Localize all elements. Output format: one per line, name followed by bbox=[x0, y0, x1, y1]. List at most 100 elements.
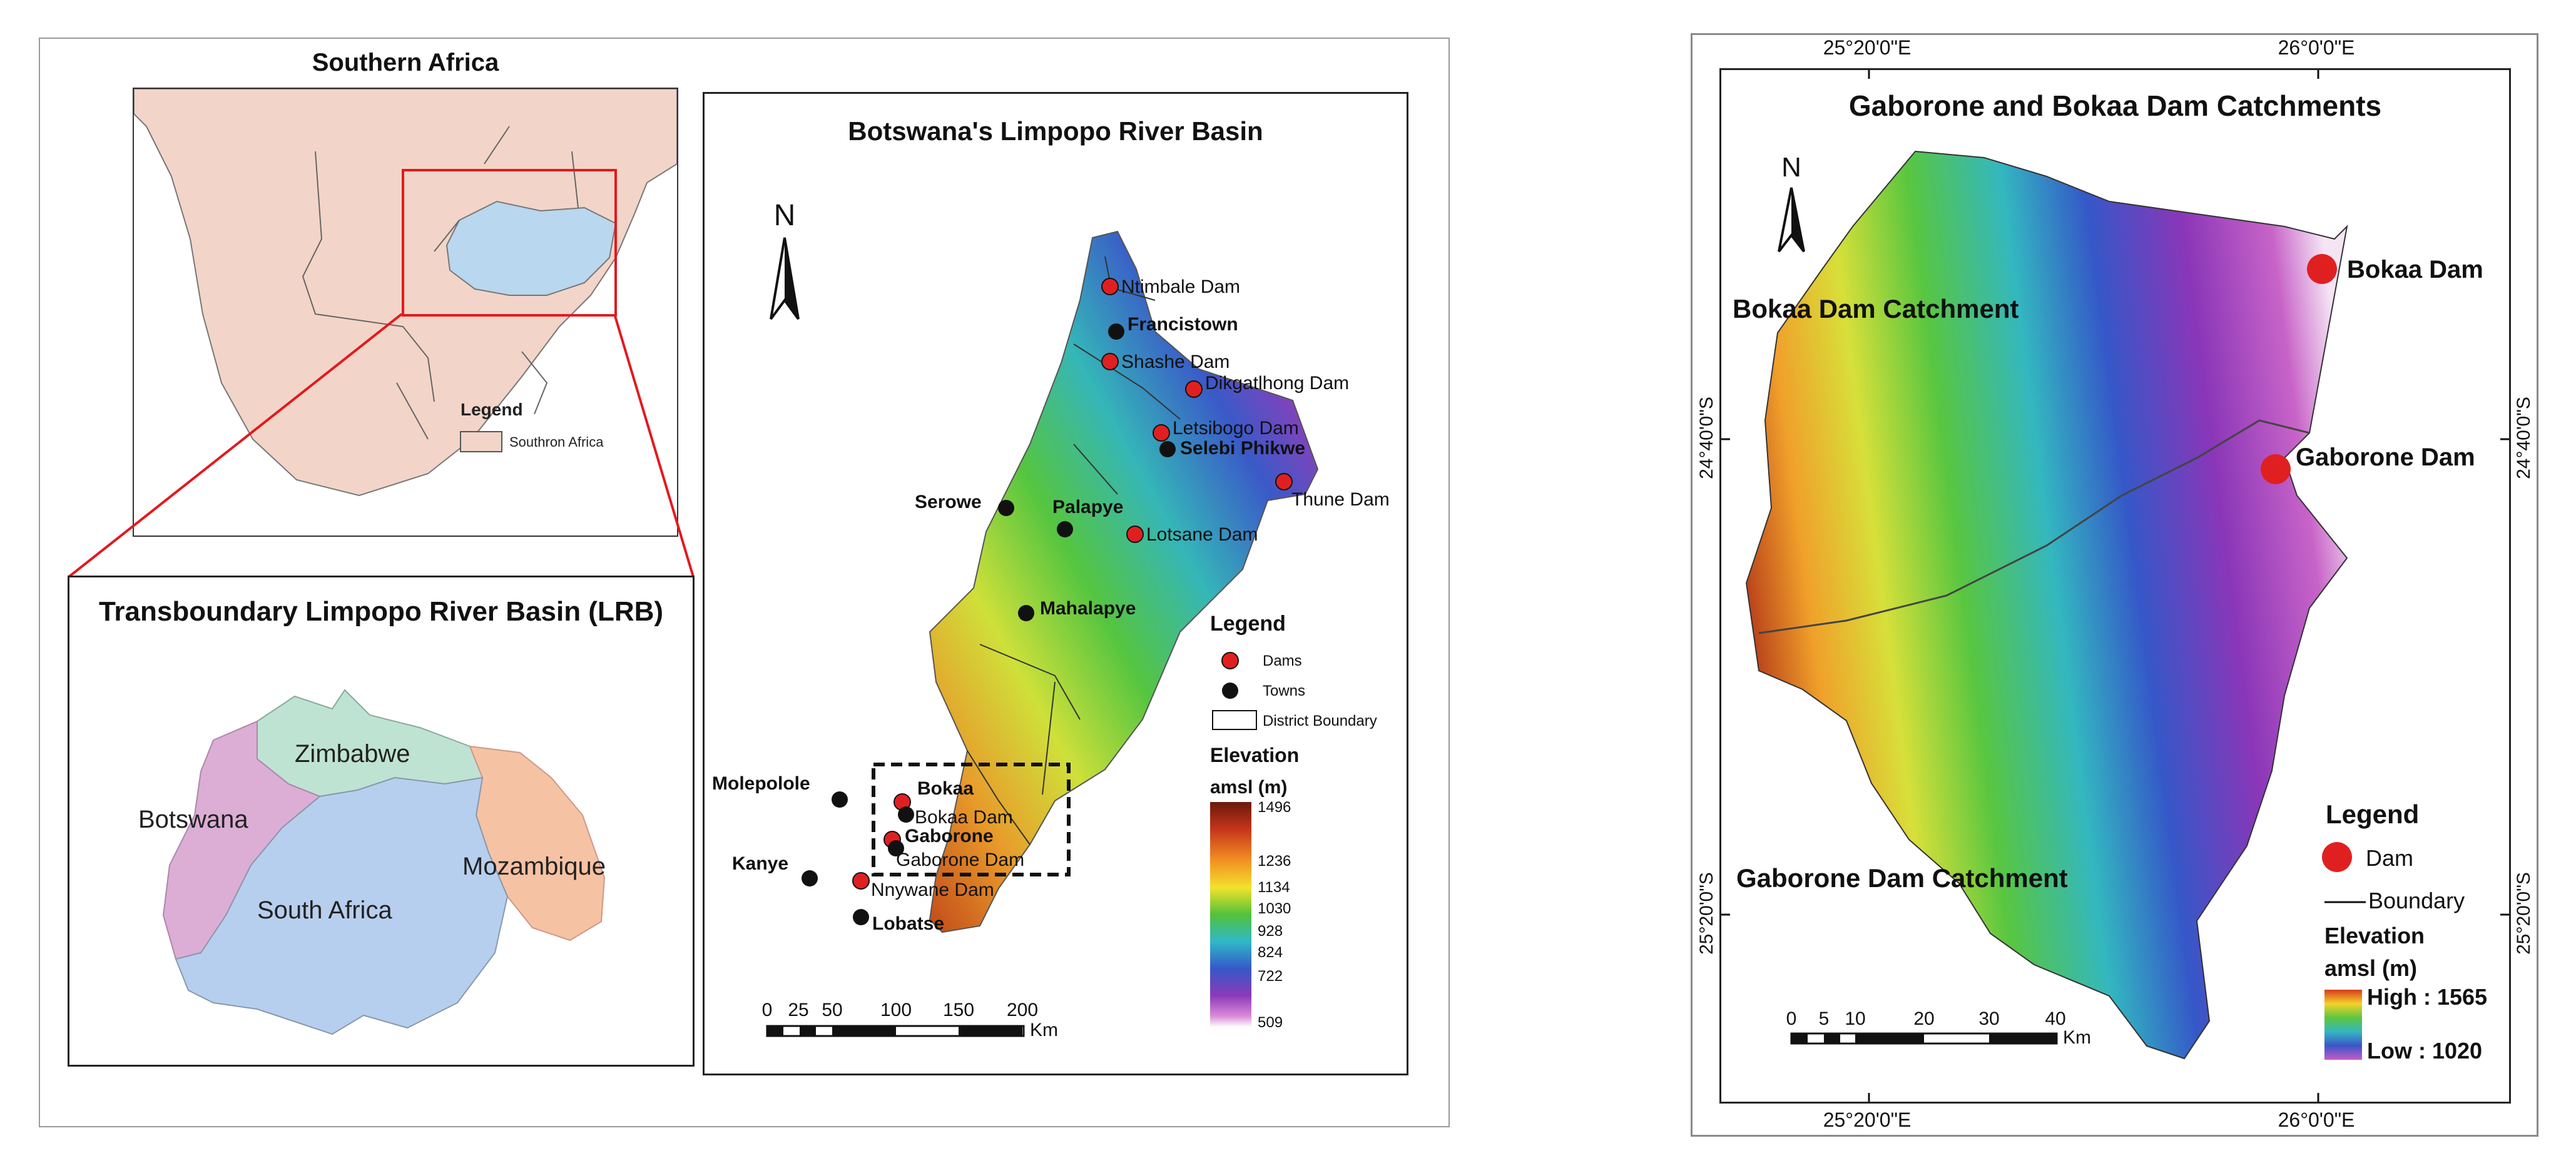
dam-marker bbox=[1101, 353, 1119, 370]
catchments-elevation-colorbar bbox=[2324, 990, 2362, 1060]
town-marker bbox=[1159, 441, 1176, 457]
lrb-region bbox=[445, 200, 617, 296]
southern-africa-legend-swatch bbox=[460, 431, 502, 452]
dam-label-thune: Thune Dam bbox=[1291, 489, 1390, 510]
town-marker bbox=[832, 791, 848, 808]
catchments-elevation-unit: amsl (m) bbox=[2324, 955, 2417, 981]
elevation-tick: 1134 bbox=[1258, 879, 1290, 896]
legend-dam-symbol bbox=[2322, 842, 2352, 872]
elevation-tick: 1030 bbox=[1258, 900, 1291, 917]
town-marker bbox=[802, 870, 818, 886]
svg-text:200: 200 bbox=[1007, 1000, 1038, 1020]
town-marker bbox=[998, 500, 1014, 516]
elevation-tick: 1496 bbox=[1258, 799, 1291, 816]
svg-text:40: 40 bbox=[2045, 1008, 2065, 1029]
elevation-colorbar bbox=[1210, 802, 1251, 1027]
town-label-serowe: Serowe bbox=[915, 492, 982, 512]
catchments-panel: Gaborone and Bokaa Dam Catchments N Boka… bbox=[1719, 68, 2511, 1104]
legend-district-label: District Boundary bbox=[1263, 713, 1377, 729]
lrb-highlight-box bbox=[402, 169, 617, 317]
lon-label-top-1: 25°20'0"E bbox=[1823, 36, 1912, 59]
legend-towns-label: Towns bbox=[1263, 683, 1305, 699]
botswana-legend-title: Legend bbox=[1210, 612, 1286, 636]
town-label-mahalapye: Mahalapye bbox=[1040, 598, 1136, 619]
svg-text:30: 30 bbox=[1978, 1008, 1999, 1029]
lat-label-right-2: 25°20'0"S bbox=[2513, 872, 2534, 955]
elevation-tick: 509 bbox=[1258, 1014, 1283, 1031]
botswana-title: Botswana's Limpopo River Basin bbox=[848, 116, 1263, 146]
dam-label-nnywane: Nnywane Dam bbox=[871, 880, 994, 900]
lon-label-bottom-2: 26°0'0"E bbox=[2278, 1109, 2355, 1131]
dam-label-letsibogo: Letsibogo Dam bbox=[1173, 418, 1299, 439]
country-label-botswana: Botswana bbox=[138, 806, 248, 833]
catchments-elevation-high: High : 1565 bbox=[2367, 984, 2487, 1010]
svg-text:150: 150 bbox=[943, 1000, 974, 1020]
svg-text:10: 10 bbox=[1845, 1008, 1865, 1029]
town-label-francistown: Francistown bbox=[1128, 314, 1238, 335]
town-markers bbox=[802, 323, 1176, 925]
svg-text:5: 5 bbox=[1819, 1008, 1830, 1029]
svg-text:0: 0 bbox=[762, 1000, 773, 1020]
left-figure-frame bbox=[39, 38, 1450, 1127]
town-label-bokaa: Bokaa bbox=[917, 778, 974, 799]
dam-marker bbox=[1275, 473, 1293, 490]
country-label-mozambique: Mozambique bbox=[462, 853, 606, 880]
elevation-tick: 928 bbox=[1258, 923, 1283, 940]
town-label-gaborone: Gaborone bbox=[905, 826, 994, 846]
elevation-tick: 722 bbox=[1258, 968, 1283, 985]
gaborone-catchment-label: Gaborone Dam Catchment bbox=[1736, 863, 2068, 893]
town-label-molepolole: Molepolole bbox=[712, 773, 810, 794]
southern-africa-legend-title: Legend bbox=[461, 400, 523, 419]
town-marker bbox=[898, 806, 914, 823]
svg-text:0: 0 bbox=[1786, 1008, 1797, 1029]
lat-label-left-2: 25°20'0"S bbox=[1696, 872, 1717, 955]
catchments-elevation-title: Elevation bbox=[2324, 923, 2425, 948]
town-label-palapye: Palapye bbox=[1052, 497, 1123, 517]
legend-dams-label: Dams bbox=[1263, 653, 1302, 669]
southern-africa-inset: Legend Southron Africa bbox=[133, 88, 678, 537]
catchments-map: N Bokaa Dam Gaborone Dam Bokaa Dam Catch… bbox=[1721, 70, 2509, 1102]
dam-label-gaborone: Gaborone Dam bbox=[896, 850, 1024, 870]
svg-text:20: 20 bbox=[1913, 1008, 1934, 1029]
catchments-legend-title: Legend bbox=[2326, 800, 2419, 829]
country-label-south-africa: South Africa bbox=[257, 896, 392, 924]
dam-marker bbox=[852, 872, 870, 890]
town-marker bbox=[1018, 605, 1034, 621]
svg-text:100: 100 bbox=[880, 1000, 912, 1020]
botswana-scale-bar: 0 25 50 100 150 200 Km bbox=[762, 1000, 1058, 1040]
town-marker bbox=[888, 840, 904, 856]
inset-connector-lines bbox=[68, 313, 695, 578]
southern-africa-title: Southern Africa bbox=[312, 49, 499, 76]
catchments-elevation-low: Low : 1020 bbox=[2367, 1038, 2482, 1064]
catchments-scale-bar: 0 5 10 20 30 40 Km bbox=[1786, 1008, 2091, 1048]
town-label-kanye: Kanye bbox=[732, 853, 788, 874]
svg-text:N: N bbox=[1781, 152, 1801, 183]
elevation-tick: 824 bbox=[1258, 944, 1283, 961]
town-marker bbox=[853, 909, 869, 925]
dam-marker bbox=[1126, 526, 1144, 543]
dam-label-shashe: Shashe Dam bbox=[1121, 352, 1229, 372]
catchment-divide bbox=[1758, 419, 2310, 634]
catchments-north-arrow: N bbox=[1778, 152, 1805, 253]
legend-boundary-label: Boundary bbox=[2368, 888, 2465, 913]
study-area-box bbox=[872, 763, 1071, 876]
gaborone-dam-marker bbox=[2261, 454, 2291, 484]
country-borders bbox=[302, 126, 579, 440]
elevation-legend-title: Elevation bbox=[1210, 744, 1299, 766]
elevation-tick: 1236 bbox=[1258, 853, 1291, 870]
southern-africa-map: Legend Southron Africa bbox=[134, 89, 677, 497]
dam-label-ntimbale: Ntimbale Dam bbox=[1121, 277, 1240, 297]
dam-marker bbox=[1153, 424, 1170, 442]
lon-label-bottom-1: 25°20'0"E bbox=[1823, 1109, 1912, 1131]
elevation-legend-unit: amsl (m) bbox=[1210, 777, 1287, 798]
dam-label-lotsane: Lotsane Dam bbox=[1146, 524, 1258, 545]
dam-marker bbox=[1185, 380, 1203, 398]
bokaa-catchment-label: Bokaa Dam Catchment bbox=[1733, 294, 2019, 323]
southern-africa-legend-label: Southron Africa bbox=[509, 434, 604, 450]
town-marker bbox=[1108, 323, 1124, 340]
legend-district-symbol bbox=[1212, 710, 1257, 730]
lrb-panel: Transboundary Limpopo River Basin (LRB) … bbox=[68, 576, 695, 1067]
town-label-selebi-phikwe: Selebi Phikwe bbox=[1180, 438, 1305, 459]
lrb-title: Transboundary Limpopo River Basin (LRB) bbox=[98, 596, 664, 627]
catchment-elevation-area bbox=[1745, 150, 2348, 1060]
